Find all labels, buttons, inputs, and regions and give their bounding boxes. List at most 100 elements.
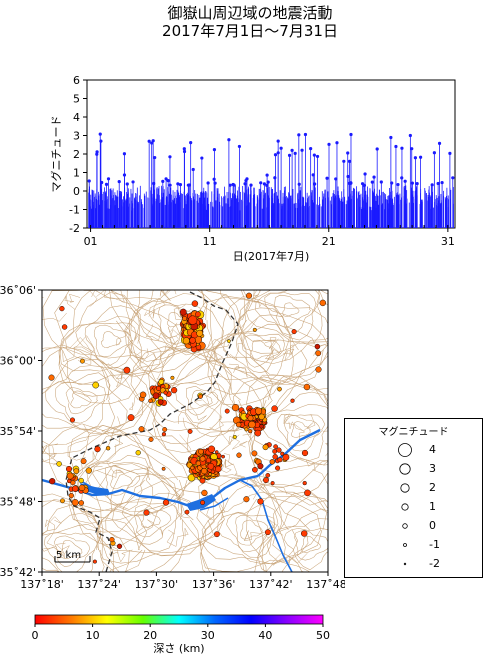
contour-line [123,290,224,355]
event-marker [430,183,434,187]
epicenter-marker [162,427,168,432]
epicenter-marker [300,530,308,537]
epicenter-marker [195,460,202,466]
contour-line [94,463,225,572]
epicenter-marker [280,451,285,456]
lon-label: 137˚30' [135,578,179,591]
legend-value: 1 [429,500,436,513]
epicenter-marker [272,454,278,460]
event-marker [448,151,452,155]
contour-line [177,473,327,572]
epicenter-marker [182,337,190,345]
event-marker [451,176,455,180]
event-marker [315,154,320,159]
colorbar-tick-label: 30 [201,629,215,642]
contour-line [84,451,103,470]
contour-line [64,293,81,310]
contour-line [208,307,308,384]
depth-colorbar: 0 10 20 30 40 50 深さ (km) [32,614,330,655]
legend-value: 0 [429,519,436,532]
time-chart-bars [87,132,455,228]
contour-line [213,459,246,480]
epicenter-marker [157,399,164,405]
event-marker [200,156,204,160]
contour-line [283,527,328,571]
epicenter-marker [127,414,135,422]
page-title-line2: 2017年7月1日～7月31日 [162,22,338,40]
contour-line [246,476,267,500]
event-marker [287,153,292,158]
epicenter-marker [191,300,199,307]
contour-line [96,444,124,478]
event-marker [390,181,394,185]
event-marker [99,139,103,143]
contour-line [42,290,183,405]
epicenter-marker [187,428,193,434]
epicenter-marker [163,390,168,395]
contour-line [254,491,328,572]
epicenter-marker [258,413,265,420]
event-marker [379,180,383,184]
legend-value: -1 [429,538,440,551]
epicenter-marker [73,468,80,474]
contour-line [255,290,320,341]
map-ticks: 36˚06' 36˚00' 35˚54' 35˚48' 35˚42'137˚18' 137… [0,284,345,591]
contour-line [45,372,111,430]
event-marker [389,135,393,140]
event-marker [276,139,280,143]
colorbar-tick-label: 10 [86,629,100,642]
epicenter-marker [213,531,220,538]
event-marker [178,183,183,187]
epicenter-marker [162,499,170,506]
page-title-line1: 御嶽山周辺域の地震活動 [167,4,333,22]
epicenter-marker [49,478,56,485]
contour-line [42,344,153,454]
event-marker [400,176,404,180]
y-tick-label: 0 [73,185,80,198]
event-marker [276,151,280,155]
contour-line [288,414,316,432]
event-marker [290,148,294,152]
contour-line [96,290,125,303]
epicenter-marker [277,386,282,392]
legend-item: -1 [345,536,482,554]
event-marker [265,173,269,177]
event-marker [87,179,91,183]
contour-line [110,469,133,489]
contour-line [174,382,227,424]
contour-line [134,519,163,536]
epicenter-marker [71,499,79,506]
event-marker [186,183,190,187]
event-marker [98,132,102,136]
contour-line [290,421,311,438]
contour-line [159,290,177,301]
event-marker [346,151,350,155]
contour-line [217,505,279,558]
contour-line [228,434,248,450]
contour-line [226,512,275,552]
epicenter-marker [66,478,72,484]
epicenter-marker [247,415,254,422]
contour-line [136,348,157,364]
contour-line [101,416,124,448]
legend-value: 4 [429,443,436,456]
scale-bar: 5 km [54,550,91,563]
epicenter-marker [188,315,198,325]
epicenter-marker [94,445,101,453]
contour-line [48,423,199,547]
epicenter-marker [302,480,307,486]
epicenter-marker [190,465,195,471]
event-marker [131,180,135,184]
epicenter-marker [66,472,74,480]
contour-line [55,381,106,424]
epicenter-marker [123,366,131,374]
colorbar-tick-label: 20 [143,629,157,642]
epicenter-marker [184,509,190,515]
contour-line [273,294,312,328]
epicenter-marker [155,385,162,391]
contour-line [240,519,263,540]
epicenter-marker [143,509,150,516]
contour-line [44,516,62,548]
epicenter-marker [207,445,216,453]
event-marker [153,155,157,160]
